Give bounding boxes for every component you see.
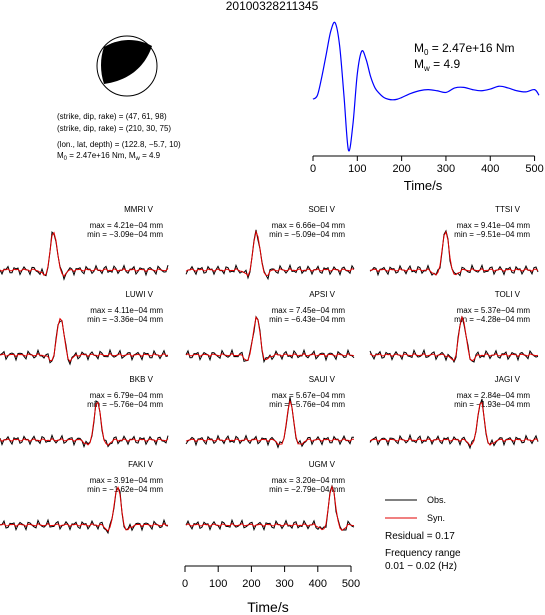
station-name: TOLI V (495, 290, 521, 299)
observed-waveform (369, 398, 539, 450)
station-name: LUWI V (125, 290, 153, 299)
station-name: TTSI V (495, 205, 521, 214)
station-min: min = −6.43e−04 mm (269, 315, 345, 324)
station-min: min = −5.09e−04 mm (269, 230, 345, 239)
legend-observed-label: Obs. (427, 495, 446, 505)
frequency-range-value: 0.01 − 0.02 (Hz) (385, 561, 457, 572)
hypocenter-location: (lon., lat, depth) = (122.8, −5.7, 10) (57, 140, 181, 149)
station-max: max = 6.66e−04 mm (272, 221, 346, 230)
station-max: max = 4.21e−04 mm (90, 221, 164, 230)
synthetic-waveform (369, 230, 539, 276)
wave-tick-label: 200 (242, 578, 260, 590)
stf-tick-label: 300 (437, 163, 455, 175)
synthetic-waveform (185, 229, 355, 277)
station-max: max = 5.67e−04 mm (272, 391, 346, 400)
station-min: min = −4.28e−04 mm (454, 315, 530, 324)
nodal-plane-1: (strike, dip, rake) = (47, 61, 98) (57, 112, 167, 121)
wave-tick-label: 400 (309, 578, 327, 590)
station-min: min = −1.93e−04 mm (454, 400, 530, 409)
event-id-title: 20100328211345 (226, 0, 319, 13)
stf-m0-annotation: M0 = 2.47e+16 Nm (414, 41, 515, 57)
synthetic-waveform (0, 486, 169, 532)
station-min: min = −3.09e−04 mm (87, 230, 163, 239)
station-max: max = 7.45e−04 mm (272, 306, 346, 315)
station-min: min = −3.36e−04 mm (87, 315, 163, 324)
station-name: JAGI V (495, 375, 521, 384)
wave-tick-label: 100 (209, 578, 227, 590)
station-max: max = 2.84e−04 mm (457, 391, 531, 400)
observed-waveform (369, 229, 539, 277)
stf-tick-label: 500 (525, 163, 543, 175)
station-min: min = −9.51e−04 mm (454, 230, 530, 239)
source-time-function-plot: 0 100 200 300 400 500 (310, 21, 544, 175)
station-name: APSI V (309, 290, 335, 299)
stf-tick-label: 400 (481, 163, 499, 175)
observed-waveform (185, 315, 355, 364)
station-name: FAKI V (128, 460, 154, 469)
residual-label: Residual = 0.17 (385, 531, 455, 542)
wave-tick-label: 500 (342, 578, 360, 590)
synthetic-waveform (185, 400, 354, 445)
stf-xlabel: Time/s (404, 178, 443, 193)
moment-summary: M0 = 2.47e+16 Nm, Mw = 4.9 (57, 151, 161, 162)
nodal-plane-2: (strike, dip, rake) = (210, 30, 75) (57, 124, 171, 133)
synthetic-waveform (0, 231, 169, 278)
observed-waveform (0, 320, 169, 366)
stf-mw-annotation: Mw = 4.9 (414, 57, 460, 73)
stf-tick-label: 0 (310, 163, 316, 175)
station-max: max = 4.11e−04 mm (90, 306, 163, 315)
waveform-xlabel: Time/s (247, 599, 288, 615)
station-min: min = −2.79e−04 mm (269, 485, 345, 494)
station-max: max = 3.91e−04 mm (90, 476, 164, 485)
station-name: MMRI V (124, 205, 154, 214)
observed-waveform (185, 484, 355, 532)
station-min: min = −5.76e−04 mm (87, 400, 163, 409)
station-max: max = 6.79e−04 mm (90, 391, 164, 400)
synthetic-waveform (369, 401, 539, 447)
station-min: min = −5.76e−04 mm (269, 400, 345, 409)
station-name: BKB V (129, 375, 153, 384)
station-min: min = −1.62e−04 mm (87, 485, 163, 494)
station-name: SAUI V (309, 375, 336, 384)
observed-waveform (0, 230, 169, 281)
station-max: max = 3.20e−04 mm (272, 476, 346, 485)
station-max: max = 9.41e−04 mm (457, 221, 531, 230)
observed-waveform (0, 486, 169, 535)
synthetic-waveform (0, 317, 169, 363)
frequency-range-label: Frequency range (385, 548, 461, 559)
beachball-icon (96, 35, 158, 97)
station-name: UGM V (309, 460, 336, 469)
waveform-time-axis: 0 100 200 300 400 500 (182, 565, 360, 590)
observed-waveform (185, 229, 355, 281)
synthetic-waveform (0, 401, 169, 446)
stf-tick-label: 200 (392, 163, 410, 175)
stf-series-line (312, 21, 540, 152)
station-max: max = 5.37e−04 mm (457, 306, 531, 315)
legend: Obs. Syn. (385, 495, 446, 523)
synthetic-waveform (185, 485, 355, 531)
synthetic-waveform (369, 315, 539, 362)
wave-tick-label: 300 (275, 578, 293, 590)
stf-tick-label: 100 (348, 163, 366, 175)
synthetic-waveform (185, 316, 355, 361)
wave-tick-label: 0 (182, 578, 188, 590)
legend-synthetic-label: Syn. (427, 513, 445, 523)
station-name: SOEI V (308, 205, 335, 214)
